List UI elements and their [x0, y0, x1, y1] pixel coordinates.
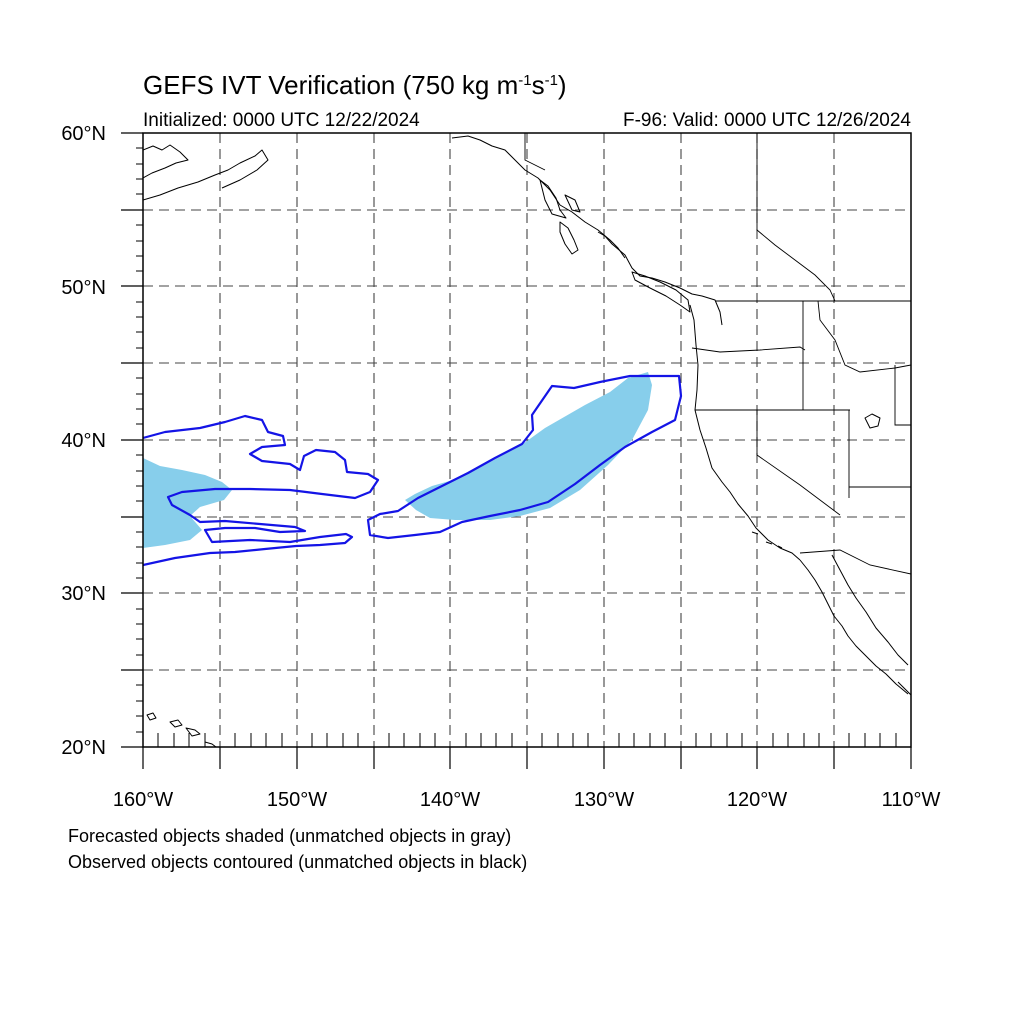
plot-frame — [142, 132, 912, 748]
observed-contour-east — [366, 374, 683, 540]
forecast-object-west — [143, 458, 232, 548]
alaska-panhandle-coast — [451, 135, 626, 259]
lat-label-40: 40°N — [61, 430, 106, 452]
wa-or-border — [691, 346, 806, 353]
us-mexico-border — [799, 549, 911, 575]
baja-california — [799, 559, 909, 695]
hawaii-islands — [146, 712, 217, 747]
vancouver-island — [631, 271, 691, 313]
lat-label-20: 20°N — [61, 737, 106, 759]
chart-title: GEFS IVT Verification (750 kg m-1s-1) — [143, 70, 567, 100]
observed-objects — [143, 374, 683, 567]
canada-coast — [597, 231, 723, 326]
mexico-coast — [897, 681, 911, 696]
lon-label-130w: 130°W — [574, 789, 634, 811]
lat-labels: 20°N 30°N 40°N 50°N 60°N — [61, 123, 106, 759]
channel-islands — [751, 531, 783, 549]
utah-border — [894, 365, 911, 426]
alaska-canada-border — [524, 133, 546, 171]
lat-label-30: 30°N — [61, 583, 106, 605]
forecast-object-east — [405, 372, 652, 520]
minor-ticks — [136, 147, 897, 747]
lon-label-110w: 110°W — [882, 789, 941, 811]
lat-label-60: 60°N — [61, 123, 106, 145]
major-ticks — [121, 132, 912, 769]
lon-label-160w: 160°W — [113, 789, 173, 811]
idaho-montana-border — [817, 300, 911, 373]
lon-label-150w: 150°W — [267, 789, 327, 811]
great-salt-lake — [864, 413, 881, 429]
bc-alberta-border — [756, 133, 836, 302]
alaska-coast — [143, 149, 269, 201]
observed-contour-west — [143, 414, 380, 567]
political-borders — [524, 133, 911, 575]
legend-observed-note: Observed objects contoured (unmatched ob… — [68, 852, 528, 872]
lat-label-50: 50°N — [61, 277, 106, 299]
alaska-north-coast — [143, 144, 189, 179]
us-west-coast — [689, 304, 801, 561]
lon-label-120w: 120°W — [727, 789, 787, 811]
haida-gwaii — [559, 221, 579, 255]
alaska-panhandle-islands — [539, 179, 581, 219]
lon-label-140w: 140°W — [420, 789, 480, 811]
coastlines — [143, 135, 911, 747]
legend-forecast-note: Forecasted objects shaded (unmatched obj… — [68, 826, 512, 846]
initialized-label: Initialized: 0000 UTC 12/22/2024 — [143, 110, 420, 131]
gulf-of-california — [831, 554, 909, 666]
valid-time-label: F-96: Valid: 0000 UTC 12/26/2024 — [623, 110, 911, 131]
ca-nv-border — [756, 410, 841, 516]
lon-labels: 160°W 150°W 140°W 130°W 120°W 110°W — [113, 789, 941, 811]
grid-lines — [143, 133, 911, 747]
forecast-objects — [143, 372, 652, 548]
